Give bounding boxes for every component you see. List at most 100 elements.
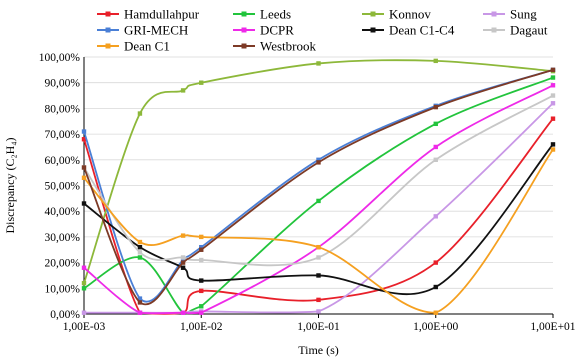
data-point bbox=[433, 157, 438, 162]
y-tick-label: 70,00% bbox=[45, 129, 81, 141]
legend-label: DCPR bbox=[260, 23, 294, 38]
data-point bbox=[550, 101, 556, 106]
series-leeds bbox=[81, 75, 556, 315]
legend-swatch-marker bbox=[491, 27, 497, 33]
data-point bbox=[433, 214, 438, 219]
data-point bbox=[199, 257, 204, 263]
data-point bbox=[316, 255, 321, 260]
data-point bbox=[433, 58, 438, 64]
data-point bbox=[137, 111, 143, 116]
data-point bbox=[180, 88, 186, 93]
legend-label: Sung bbox=[510, 7, 537, 22]
series-sung bbox=[81, 101, 556, 315]
series-line bbox=[83, 143, 554, 296]
series-dean-c1 bbox=[81, 147, 556, 315]
data-point bbox=[81, 175, 87, 180]
data-point bbox=[81, 137, 87, 142]
legend-swatch-marker bbox=[370, 11, 376, 17]
legend-item: DCPR bbox=[233, 23, 294, 38]
data-point bbox=[199, 247, 204, 252]
y-tick-label: 40,00% bbox=[45, 206, 81, 218]
data-point bbox=[199, 234, 204, 240]
y-tick-label: 100,00% bbox=[39, 52, 81, 64]
data-point bbox=[137, 250, 143, 255]
legend-label: Hamdullahpur bbox=[124, 7, 200, 22]
series-line bbox=[83, 76, 554, 315]
data-point bbox=[316, 160, 321, 165]
data-point bbox=[180, 260, 186, 265]
legend-swatch-marker bbox=[105, 43, 111, 49]
data-point bbox=[180, 233, 186, 238]
legend-swatch-marker bbox=[105, 11, 111, 17]
y-tick-label: 20,00% bbox=[45, 258, 81, 270]
data-point bbox=[199, 80, 204, 85]
legend-item: Dean C1 bbox=[97, 39, 170, 54]
legend-label: Konnov bbox=[389, 7, 431, 22]
data-point bbox=[550, 116, 556, 121]
series-lines bbox=[81, 58, 556, 315]
data-point bbox=[137, 296, 143, 301]
data-point bbox=[137, 255, 143, 260]
legend-label: Dean C1 bbox=[124, 39, 170, 54]
data-point bbox=[199, 278, 204, 283]
legend-item: Leeds bbox=[233, 7, 291, 22]
series-dean-c1-c4 bbox=[81, 142, 556, 296]
legend-item: Konnov bbox=[362, 7, 431, 22]
data-point bbox=[137, 300, 143, 305]
y-tick-label: 90,00% bbox=[45, 78, 81, 90]
data-point bbox=[199, 288, 204, 294]
y-tick-label: 30,00% bbox=[45, 232, 81, 244]
data-point bbox=[433, 104, 438, 110]
legend-swatch-marker bbox=[370, 27, 376, 33]
data-point bbox=[81, 280, 87, 286]
legend: Hamdullahpur Leeds Konnov Sung GRI-MECH DCPR D… bbox=[97, 7, 548, 54]
y-tick-label: 80,00% bbox=[45, 103, 81, 115]
data-point bbox=[180, 310, 186, 315]
legend-swatch-marker bbox=[241, 43, 247, 49]
data-point bbox=[316, 297, 321, 303]
data-point bbox=[316, 309, 321, 314]
y-tick-label: 50,00% bbox=[45, 181, 81, 193]
legend-swatch-marker bbox=[241, 11, 247, 17]
legend-swatch-marker bbox=[491, 11, 497, 17]
y-tick-label: 60,00% bbox=[45, 155, 81, 167]
series-westbrook bbox=[81, 67, 556, 306]
data-point bbox=[199, 310, 204, 315]
legend-item: Dean C1-C4 bbox=[362, 23, 455, 38]
data-point bbox=[316, 61, 321, 66]
y-tick-label: 10,00% bbox=[45, 283, 81, 295]
data-point bbox=[81, 129, 87, 134]
data-point bbox=[316, 273, 321, 278]
data-point bbox=[433, 121, 438, 127]
data-point bbox=[316, 244, 321, 250]
series-hamdullahpur bbox=[81, 116, 556, 315]
legend-label: Leeds bbox=[260, 7, 291, 22]
legend-label: Dean C1-C4 bbox=[389, 23, 455, 38]
series-line bbox=[83, 102, 554, 314]
data-point bbox=[550, 93, 556, 98]
data-point bbox=[81, 165, 87, 170]
y-axis-title: Discrepancy (C₂H₄) bbox=[3, 137, 17, 233]
legend-label: Dagaut bbox=[510, 23, 548, 38]
data-point bbox=[550, 83, 556, 88]
legend-item: Westbrook bbox=[233, 39, 316, 54]
data-point bbox=[180, 257, 186, 263]
series-line bbox=[83, 118, 554, 315]
data-point bbox=[81, 286, 87, 291]
legend-item: Dagaut bbox=[483, 23, 548, 38]
legend-label: GRI-MECH bbox=[124, 23, 188, 38]
data-point bbox=[137, 239, 143, 245]
tick-labels: 0,00% 10,00% 20,00% 30,00% 40,00% 50,00% 60,00… bbox=[39, 52, 576, 333]
data-point bbox=[81, 201, 87, 206]
x-tick-label: 1,00E+00 bbox=[413, 321, 458, 333]
x-tick-label: 1,00E-03 bbox=[63, 321, 106, 333]
x-tick-label: 1,00E-02 bbox=[180, 321, 223, 333]
legend-swatch-marker bbox=[241, 27, 247, 33]
legend-item: Hamdullahpur bbox=[97, 7, 200, 22]
data-point bbox=[180, 255, 186, 260]
legend-swatch-marker bbox=[105, 27, 111, 33]
data-point bbox=[550, 75, 556, 80]
data-point bbox=[81, 310, 87, 315]
data-point bbox=[550, 142, 556, 147]
